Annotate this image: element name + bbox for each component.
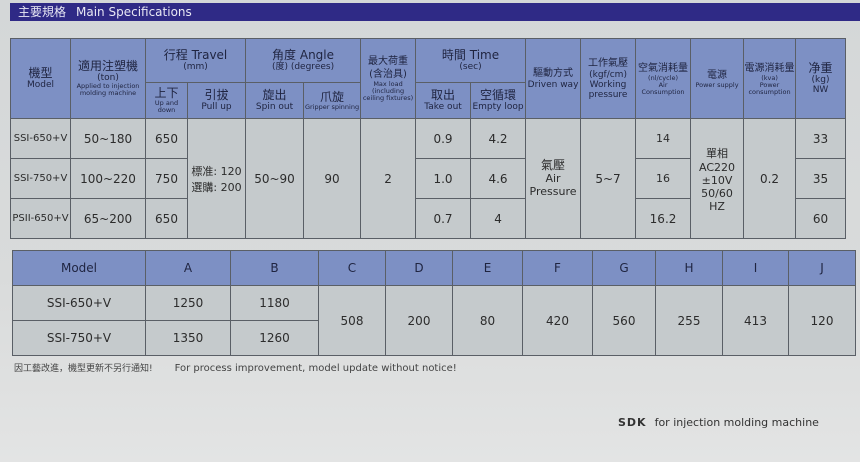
cell-emptyloop: 4.6: [470, 158, 527, 199]
cell-a: 1250: [145, 285, 231, 321]
header-emptyloop: 空循環 Empty loop: [470, 82, 527, 119]
cell-d: 200: [385, 285, 453, 356]
banner-title: Main Specifications: [76, 5, 192, 19]
header-pullup: 引拔 Pull up: [186, 82, 247, 119]
cell-working: 5~7: [580, 118, 637, 239]
cell-nw: 60: [795, 198, 847, 239]
header-gripper: 爪旋 Gripper spinning: [303, 82, 362, 119]
header-applied: 適用注塑機 (ton) Applied to injection molding m…: [70, 38, 146, 119]
cell-e: 80: [452, 285, 523, 356]
header-j: J: [788, 250, 856, 286]
cell-pullup: 標准: 120 選購: 200: [186, 118, 247, 239]
cell-i: 413: [722, 285, 789, 356]
header-updown: 上下 Up and down: [145, 82, 188, 119]
footer-en: For process improvement, model update wi…: [174, 363, 457, 374]
cell-j: 120: [788, 285, 856, 356]
header-powercons: 電源消耗量 (kva) Power consumption: [743, 38, 797, 119]
cell-a: 1350: [145, 320, 231, 356]
cell-b: 1260: [230, 320, 319, 356]
header-travel: 行程 Travel (mm): [144, 38, 247, 83]
cell-f: 420: [522, 285, 593, 356]
brand-tagline: for injection molding machine: [654, 416, 819, 429]
cell-spinout: 50~90: [245, 118, 305, 239]
header-g: G: [592, 250, 656, 286]
cell-applied: 100~220: [70, 158, 146, 199]
cell-emptyloop: 4: [470, 198, 527, 239]
header-model: Model: [12, 250, 146, 286]
header-a: A: [145, 250, 231, 286]
header-nw: 净重 (kg) NW: [795, 38, 847, 119]
cell-model: SSI-750+V: [12, 320, 146, 356]
footer-note: 因工藝改進，機型更新不另行通知! For process improvement,…: [14, 361, 457, 374]
header-angle: 角度 Angle (度) (degrees): [245, 38, 362, 83]
cell-maxload: 2: [360, 118, 417, 239]
spec-table: 機型 Model 適用注塑機 (ton) Applied to injection m…: [10, 38, 847, 239]
header-maxload: 最大荷重 (含治具) Max load (including ceiling fix…: [360, 38, 417, 119]
cell-c: 508: [318, 285, 386, 356]
table-row: PSII-650+V 65~200 650 0.7 4 16.2 60: [10, 198, 847, 239]
cell-powercons: 0.2: [743, 118, 797, 239]
header-time: 時間 Time (sec): [415, 38, 527, 83]
table-row: SSI-750+V 1350 1260: [12, 320, 856, 356]
table-row: SSI-750+V 100~220 750 1.0 4.6 16 35: [10, 158, 847, 199]
cell-g: 560: [592, 285, 656, 356]
header-power: 電源 Power supply: [690, 38, 745, 119]
brand-footer: SDK for injection molding machine: [618, 416, 819, 429]
cell-updown: 650: [145, 198, 188, 239]
cell-applied: 65~200: [70, 198, 146, 239]
header-f: F: [522, 250, 593, 286]
header-i: I: [722, 250, 789, 286]
cell-takeout: 1.0: [415, 158, 472, 199]
banner-zh: 主要規格: [18, 5, 67, 19]
header-working: 工作氣壓 (kgf/cm) Working pressure: [580, 38, 637, 119]
table-row: SSI-650+V 1250 1180 508 200 80 420 560 2…: [12, 285, 856, 356]
cell-model: PSII-650+V: [10, 198, 71, 239]
table-row: SSI-650+V 50~180 650 標准: 120 選購: 200 50~…: [10, 118, 847, 239]
cell-air: 16.2: [635, 198, 692, 239]
header-air: 空氣消耗量 (nl/cycle) Air Consumption: [635, 38, 692, 119]
cell-model: SSI-750+V: [10, 158, 71, 199]
cell-nw: 33: [795, 118, 847, 159]
cell-air: 14: [635, 118, 692, 159]
header-driven: 驅動方式 Driven way: [525, 38, 582, 119]
header-spinout: 旋出 Spin out: [245, 82, 305, 119]
cell-power: 單相 AC220 ±10V 50/60 HZ: [690, 118, 745, 239]
header-d: D: [385, 250, 453, 286]
cell-gripper: 90: [303, 118, 362, 239]
cell-updown: 750: [145, 158, 188, 199]
header-takeout: 取出 Take out: [415, 82, 472, 119]
cell-model: SSI-650+V: [12, 285, 146, 321]
header-h: H: [655, 250, 723, 286]
section-banner: 主要規格 Main Specifications: [10, 3, 860, 21]
cell-takeout: 0.9: [415, 118, 472, 159]
header-model: 機型 Model: [10, 38, 71, 119]
header-c: C: [318, 250, 386, 286]
cell-updown: 650: [145, 118, 188, 159]
header-e: E: [452, 250, 523, 286]
cell-driven: 氣壓 Air Pressure: [525, 118, 582, 239]
cell-h: 255: [655, 285, 723, 356]
footer-zh: 因工藝改進，機型更新不另行通知!: [14, 364, 153, 374]
cell-model: SSI-650+V: [10, 118, 71, 159]
cell-b: 1180: [230, 285, 319, 321]
cell-takeout: 0.7: [415, 198, 472, 239]
brand-logo: SDK: [618, 416, 647, 429]
cell-applied: 50~180: [70, 118, 146, 159]
header-b: B: [230, 250, 319, 286]
dimension-table: Model A B C D E F G H I J SSI-650+V 1250…: [12, 250, 856, 356]
cell-emptyloop: 4.2: [470, 118, 527, 159]
cell-nw: 35: [795, 158, 847, 199]
cell-air: 16: [635, 158, 692, 199]
